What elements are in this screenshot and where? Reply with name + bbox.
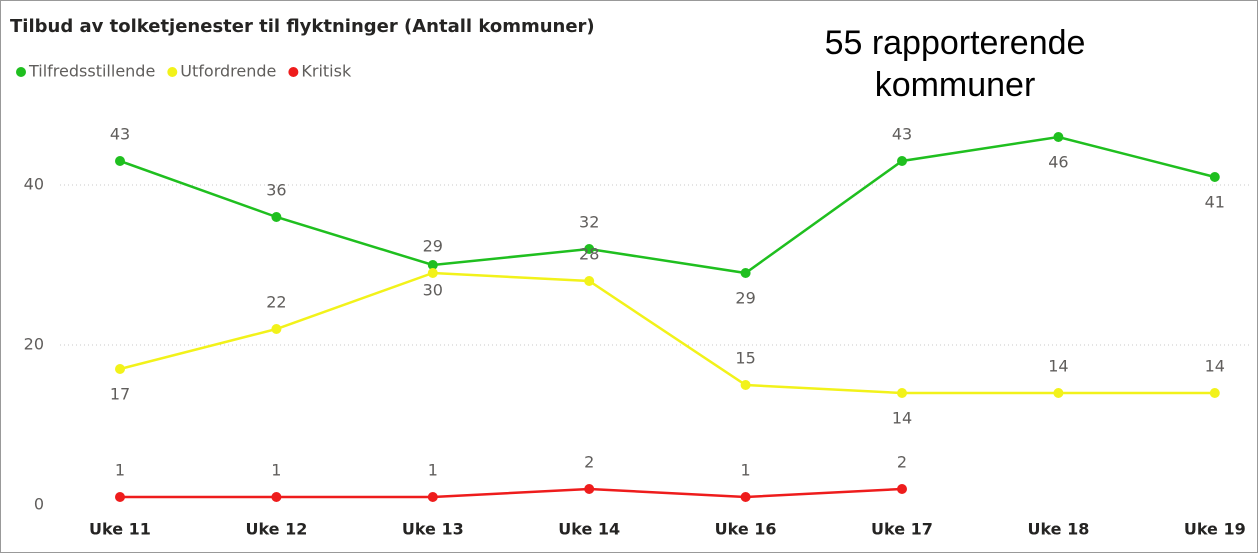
data-point [1053, 132, 1064, 142]
data-label: 14 [1048, 357, 1068, 376]
data-point [740, 268, 751, 278]
y-tick-label: 40 [24, 175, 44, 194]
data-label: 2 [584, 453, 594, 472]
x-tick-label: Uke 14 [558, 520, 620, 539]
data-label: 1 [271, 461, 281, 480]
data-label: 22 [266, 293, 286, 312]
data-point [897, 484, 907, 494]
x-tick-label: Uke 16 [715, 520, 777, 539]
data-point [115, 364, 125, 374]
data-label: 43 [110, 125, 130, 144]
data-label: 2 [897, 453, 907, 472]
data-point [1209, 388, 1220, 398]
data-label: 15 [735, 349, 755, 368]
legend-marker [288, 67, 299, 77]
data-point [584, 244, 595, 254]
data-point [427, 268, 438, 278]
data-label: 41 [1205, 193, 1225, 212]
data-point [740, 380, 751, 390]
data-label: 1 [741, 461, 751, 480]
data-label: 43 [892, 125, 912, 144]
x-tick-label: Uke 13 [402, 520, 464, 539]
data-point [1053, 388, 1064, 398]
data-label: 1 [115, 461, 125, 480]
data-label: 28 [579, 245, 599, 264]
data-point [584, 276, 595, 286]
legend-marker [16, 67, 26, 77]
data-point [271, 492, 282, 502]
data-point [271, 324, 282, 334]
x-tick-label: Uke 11 [89, 520, 151, 539]
series-line [120, 487, 903, 499]
y-tick-label: 20 [24, 335, 44, 354]
data-point [271, 212, 282, 222]
data-label: 29 [423, 237, 443, 256]
data-point [427, 260, 438, 270]
data-label: 14 [1205, 357, 1225, 376]
data-point [897, 156, 907, 166]
data-point [115, 492, 125, 502]
data-point [897, 388, 907, 398]
data-label: 46 [1048, 153, 1068, 172]
data-point [584, 484, 595, 494]
legend-marker [167, 67, 178, 77]
data-label: 1 [428, 461, 438, 480]
legend-label: Tilfredsstillende [28, 62, 155, 81]
data-label: 30 [423, 281, 443, 300]
data-point [1209, 172, 1220, 182]
x-tick-label: Uke 12 [245, 520, 307, 539]
legend-label: Kritisk [301, 62, 352, 81]
x-tick-label: Uke 19 [1184, 520, 1246, 539]
data-label: 17 [110, 385, 130, 404]
x-tick-label: Uke 17 [871, 520, 933, 539]
data-label: 29 [735, 289, 755, 308]
series-line [119, 271, 1215, 395]
series-line [119, 135, 1216, 275]
legend-label: Utfordrende [180, 62, 276, 81]
data-label: 36 [266, 181, 286, 200]
data-point [740, 492, 751, 502]
data-label: 32 [579, 213, 599, 232]
x-tick-label: Uke 18 [1027, 520, 1089, 539]
data-label: 14 [892, 409, 912, 428]
data-point [427, 492, 438, 502]
annotation: 55 rapporterende kommuner [824, 24, 1086, 104]
y-tick-label: 0 [34, 495, 44, 514]
data-point [115, 156, 125, 166]
chart-title: Tilbud av tolketjenester til flyktninger… [10, 16, 595, 37]
